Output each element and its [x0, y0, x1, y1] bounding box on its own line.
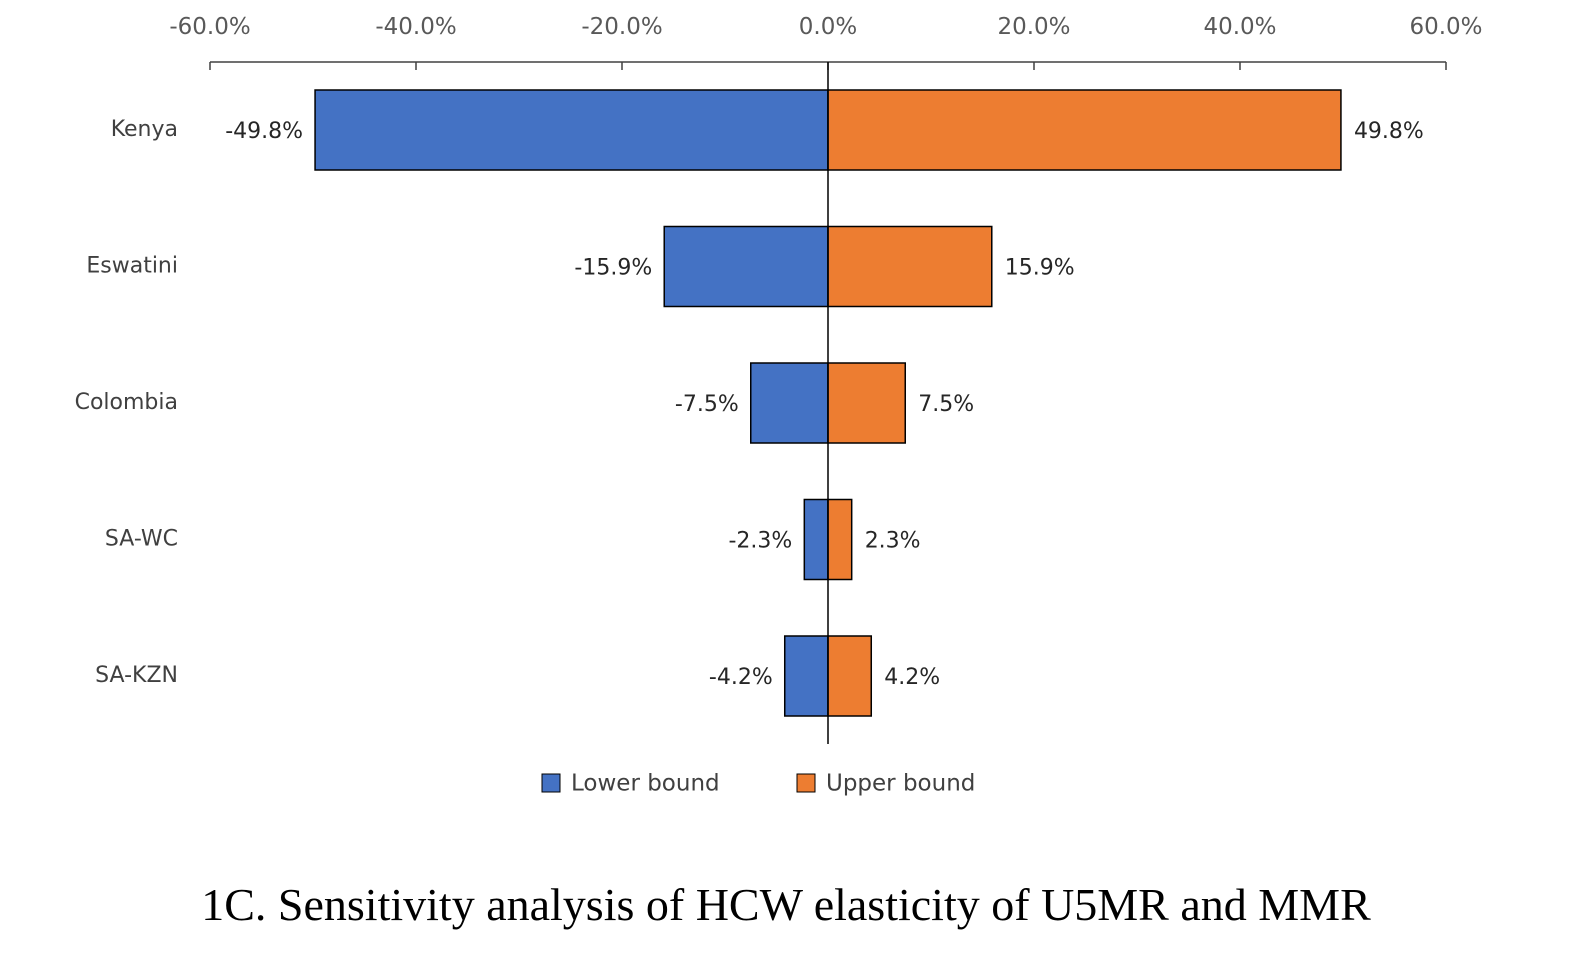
bar-upper-bound — [827, 498, 853, 581]
tornado-chart: -60.0% -40.0% -20.0% 0.0% 20.0% 40.0% 60.0% Ke… — [75, 14, 1483, 797]
bar-upper-bound — [827, 89, 1342, 171]
category-label: Eswatini — [86, 254, 178, 279]
bar-lower-bound — [314, 89, 829, 171]
data-label-lower: -49.8% — [225, 119, 303, 144]
category-labels: Kenya Eswatini Colombia SA-WC SA-KZN — [75, 117, 178, 688]
x-tick-label: 0.0% — [799, 14, 857, 40]
figure-caption: 1C. Sensitivity analysis of HCW elastici… — [201, 879, 1371, 930]
data-labels: -49.8% 49.8% -15.9% 15.9% -7.5% 7.5% -2.3% 2.3%… — [225, 119, 1424, 690]
data-label-lower: -4.2% — [709, 665, 773, 690]
x-tick-label: 60.0% — [1409, 14, 1482, 40]
bar-lower-bound — [663, 225, 829, 308]
bar-upper-bound — [827, 225, 993, 308]
x-axis: -60.0% -40.0% -20.0% 0.0% 20.0% 40.0% 60.0% — [169, 14, 1483, 70]
bar-upper-bound — [827, 635, 873, 717]
legend-swatch — [796, 773, 816, 793]
data-label-upper: 4.2% — [884, 665, 940, 690]
legend-label: Upper bound — [826, 771, 975, 797]
data-label-upper: 49.8% — [1354, 119, 1424, 144]
category-label: SA-WC — [105, 527, 178, 552]
category-label: Colombia — [75, 390, 178, 415]
data-label-upper: 2.3% — [865, 529, 921, 554]
bars — [314, 89, 1342, 717]
legend-swatch — [541, 773, 561, 793]
bar-lower-bound — [783, 635, 829, 717]
x-tick-label: 20.0% — [997, 14, 1070, 40]
category-label: Kenya — [111, 117, 178, 142]
bar-lower-bound — [750, 362, 829, 444]
category-label: SA-KZN — [95, 663, 178, 688]
x-tick-label: -40.0% — [375, 14, 456, 40]
data-label-lower: -2.3% — [728, 529, 792, 554]
x-tick-label: -60.0% — [169, 14, 250, 40]
legend: Lower bound Upper bound — [541, 771, 975, 797]
legend-label: Lower bound — [571, 771, 720, 797]
data-label-lower: -7.5% — [675, 392, 739, 417]
data-label-upper: 7.5% — [918, 392, 974, 417]
x-tick-label: -20.0% — [581, 14, 662, 40]
x-tick-label: 40.0% — [1203, 14, 1276, 40]
bar-upper-bound — [827, 362, 906, 444]
data-label-lower: -15.9% — [574, 256, 652, 281]
bar-lower-bound — [803, 498, 829, 581]
data-label-upper: 15.9% — [1005, 256, 1075, 281]
